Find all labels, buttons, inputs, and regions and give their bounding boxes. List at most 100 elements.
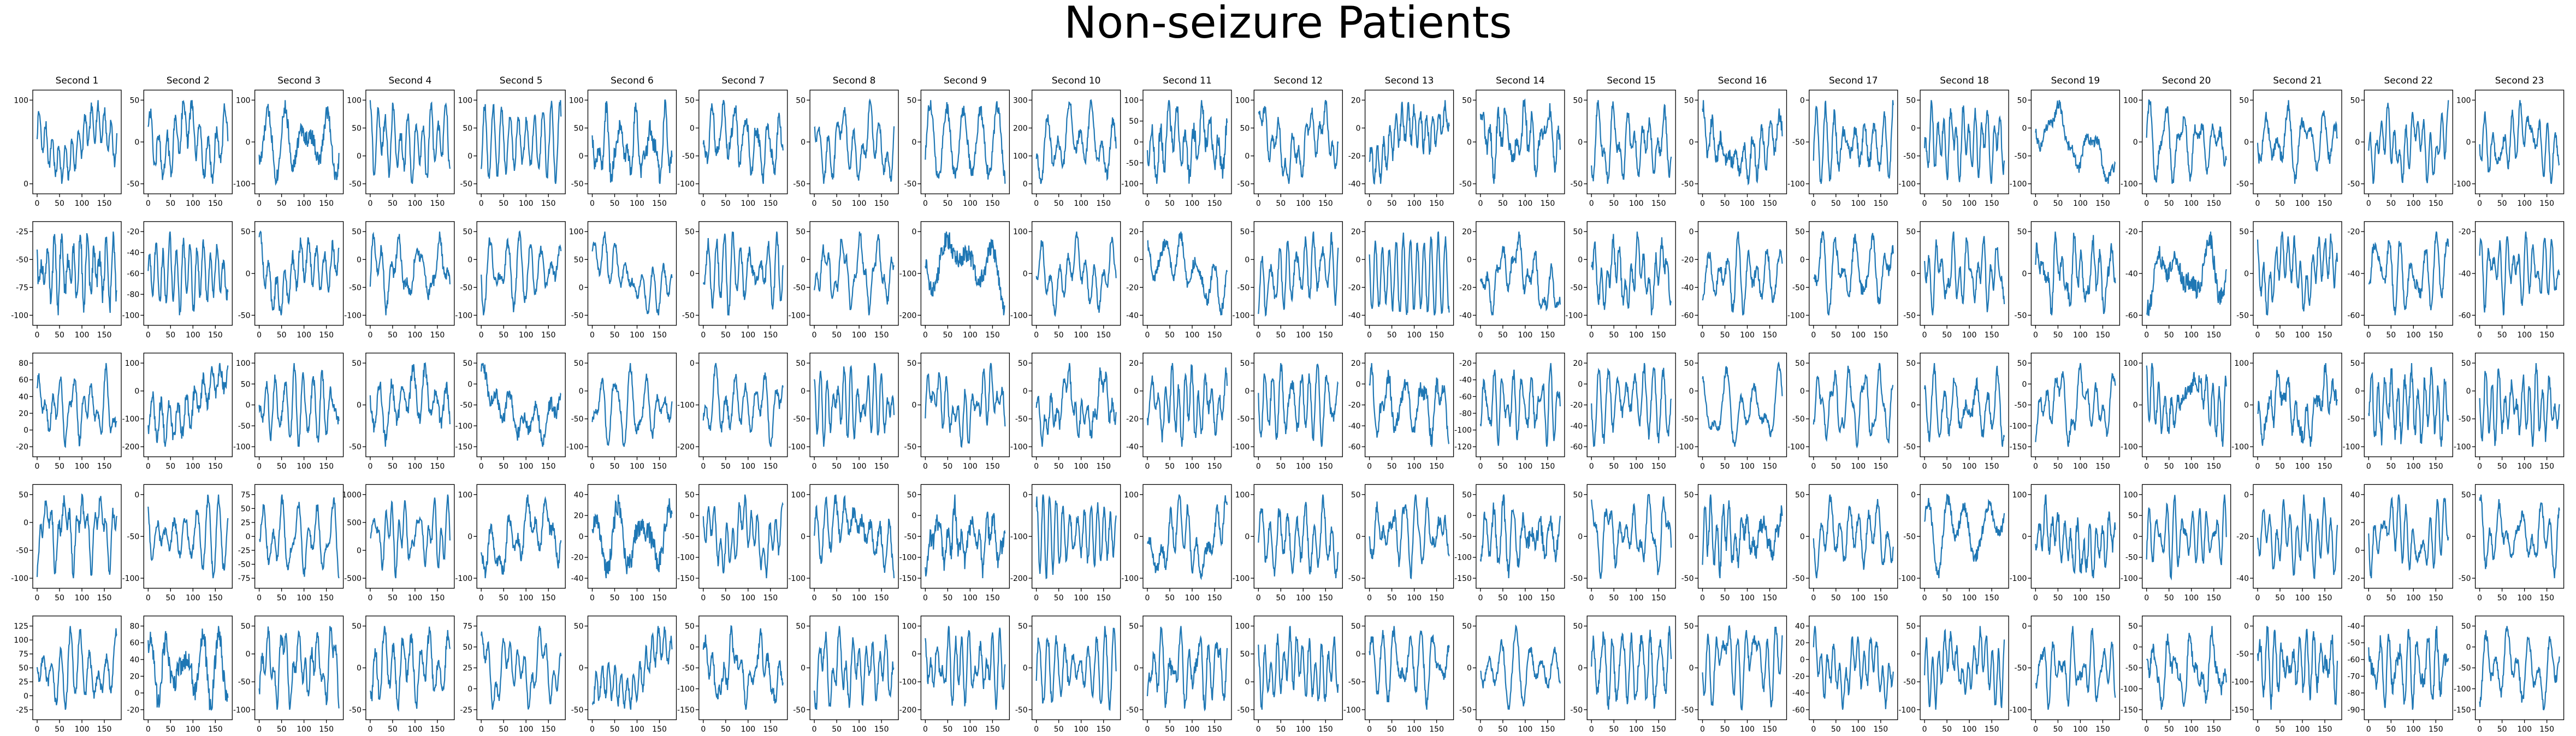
signal-line xyxy=(2035,494,2116,579)
y-tick-label: -100 xyxy=(2343,443,2360,452)
x-tick-label: 150 xyxy=(985,725,1000,734)
x-tick-label: 100 xyxy=(75,725,90,734)
subplot-title: Second 15 xyxy=(1607,75,1656,86)
x-tick-label: 50 xyxy=(277,199,287,208)
x-tick-label: 100 xyxy=(963,725,978,734)
y-tick-label: 50 xyxy=(1684,491,1694,500)
x-tick-label: 100 xyxy=(2517,199,2532,208)
x-tick-label: 100 xyxy=(519,593,534,602)
y-tick-label: -50 xyxy=(2459,574,2471,583)
subplot-r3-c16: -100 -50 0 50 0 50 100 150 xyxy=(1677,352,1787,471)
x-tick-label: 100 xyxy=(1851,199,1866,208)
subplot-r1-c5: -50 0 50 100 0 50 100 150 Second 5 xyxy=(458,75,566,208)
subplot-r1-c23: -100 0 100 0 50 100 150 Second 23 xyxy=(2454,75,2565,208)
x-tick-label: 0 xyxy=(35,725,40,734)
y-tick-label: -50 xyxy=(1348,678,1361,687)
y-tick-label: 20 xyxy=(1573,359,1583,368)
x-tick-label: 50 xyxy=(1387,725,1397,734)
signal-line xyxy=(1924,626,2005,710)
signal-line xyxy=(814,494,895,579)
y-tick-label: 50 xyxy=(574,256,584,264)
signal-line xyxy=(2035,100,2116,184)
y-tick-label: -40 xyxy=(571,574,584,583)
x-tick-label: 150 xyxy=(763,725,778,734)
x-tick-label: 0 xyxy=(1367,462,1372,471)
x-tick-label: 100 xyxy=(297,331,311,340)
x-tick-label: 150 xyxy=(2206,593,2221,602)
y-tick-label: 50 xyxy=(1018,622,1028,631)
x-tick-label: 150 xyxy=(1762,725,1777,734)
x-tick-label: 150 xyxy=(1318,725,1333,734)
y-tick-label: -50 xyxy=(1570,574,1583,583)
subplot-r5-c13: -100 -50 0 50 0 50 100 150 xyxy=(1343,615,1454,734)
signal-line xyxy=(1146,626,1228,712)
x-tick-label: 50 xyxy=(388,199,398,208)
x-tick-label: 50 xyxy=(1609,462,1619,471)
y-tick-label: 50 xyxy=(1462,96,1472,105)
x-tick-label: 50 xyxy=(1831,331,1841,340)
x-tick-label: 150 xyxy=(541,462,556,471)
y-tick-label: -100 xyxy=(2010,422,2027,431)
y-tick-label: 0 xyxy=(1023,491,1028,500)
subplot-r5-c4: -50 0 50 0 50 100 150 xyxy=(349,615,455,734)
y-tick-label: -150 xyxy=(455,443,472,452)
x-tick-label: 150 xyxy=(2318,199,2332,208)
x-tick-label: 100 xyxy=(2295,593,2310,602)
x-tick-label: 100 xyxy=(408,199,423,208)
y-tick-label: -50 xyxy=(1570,706,1583,715)
y-tick-label: 0 xyxy=(1356,532,1361,541)
y-tick-label: -40 xyxy=(1348,180,1361,189)
y-tick-label: 50 xyxy=(574,124,584,133)
x-tick-label: 150 xyxy=(1429,331,1444,340)
y-tick-label: 0 xyxy=(1023,387,1028,396)
x-tick-label: 0 xyxy=(1367,331,1372,340)
x-tick-label: 150 xyxy=(1429,199,1444,208)
y-tick-label: -50 xyxy=(793,180,806,189)
y-tick-label: 0 xyxy=(2133,643,2138,652)
x-tick-label: 150 xyxy=(1873,462,1888,471)
subplot-r1-c17: -100 -50 0 0 50 100 150 Second 17 xyxy=(1787,75,1898,208)
axes-frame xyxy=(920,221,1010,326)
y-tick-label: -100 xyxy=(455,574,472,583)
x-tick-label: 0 xyxy=(1478,331,1483,340)
axes-frame xyxy=(1586,221,1676,326)
x-tick-label: 150 xyxy=(2539,593,2554,602)
y-tick-label: 50 xyxy=(907,491,917,500)
x-tick-label: 100 xyxy=(297,725,311,734)
y-tick-label: 50 xyxy=(241,228,251,236)
y-tick-label: 80 xyxy=(19,359,28,368)
y-tick-label: -20 xyxy=(1126,415,1139,424)
x-tick-label: 100 xyxy=(1296,199,1311,208)
y-tick-label: -50 xyxy=(2236,180,2249,189)
x-tick-label: 50 xyxy=(2497,199,2507,208)
y-tick-label: 100 xyxy=(2123,491,2138,500)
y-tick-label: 0 xyxy=(134,689,139,698)
x-tick-label: 0 xyxy=(1145,331,1150,340)
signal-line xyxy=(36,232,117,316)
x-tick-label: 50 xyxy=(1942,331,1952,340)
axes-frame xyxy=(2253,615,2342,720)
y-tick-label: -50 xyxy=(1681,415,1694,424)
x-tick-label: 50 xyxy=(277,725,287,734)
x-tick-label: 100 xyxy=(1185,462,1200,471)
subplot-r2-c10: -100 0 100 0 50 100 150 xyxy=(1010,221,1121,340)
y-tick-label: -100 xyxy=(677,401,695,410)
axes-frame xyxy=(2030,90,2121,194)
y-tick-label: -100 xyxy=(788,443,806,452)
y-tick-label: 20 xyxy=(129,673,139,681)
x-tick-label: 150 xyxy=(1541,725,1555,734)
axes-frame xyxy=(2364,352,2453,458)
x-tick-label: 100 xyxy=(741,725,755,734)
axes-frame xyxy=(1142,484,1232,589)
x-tick-label: 0 xyxy=(1589,462,1594,471)
subplot-title: Second 10 xyxy=(1052,75,1101,86)
x-tick-label: 0 xyxy=(812,331,817,340)
subplot-r4-c2: -100 -50 0 0 50 100 150 xyxy=(122,484,233,602)
y-tick-label: -50 xyxy=(1681,180,1694,189)
x-tick-label: 150 xyxy=(763,462,778,471)
subplot-r1-c21: -50 0 50 0 50 100 150 Second 21 xyxy=(2236,75,2342,208)
y-tick-label: 50 xyxy=(1906,96,1916,105)
x-tick-label: 150 xyxy=(2206,331,2221,340)
x-tick-label: 150 xyxy=(2318,462,2332,471)
y-tick-label: 20 xyxy=(1129,359,1139,368)
